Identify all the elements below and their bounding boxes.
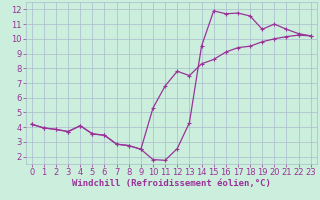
- X-axis label: Windchill (Refroidissement éolien,°C): Windchill (Refroidissement éolien,°C): [72, 179, 271, 188]
